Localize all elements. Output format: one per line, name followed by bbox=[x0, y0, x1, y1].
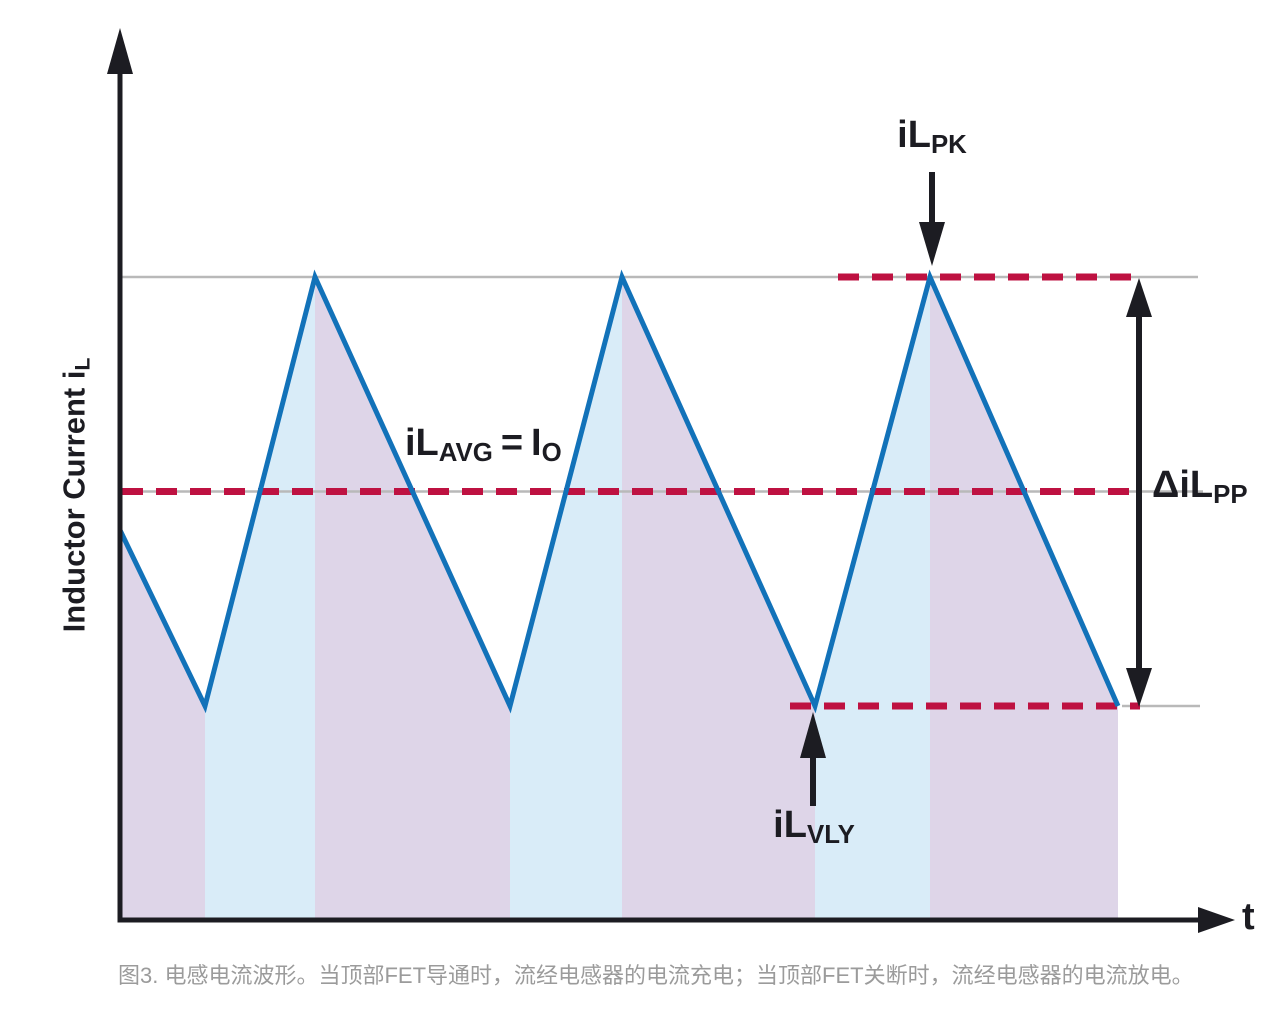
x-axis-arrowhead bbox=[1198, 907, 1235, 933]
peak-label-base: iL bbox=[897, 114, 931, 156]
fill-discharge-region bbox=[120, 530, 205, 920]
valley-pointer-arrowhead bbox=[800, 712, 826, 758]
fill-discharge-region bbox=[930, 277, 1118, 920]
figure-caption: 图3. 电感电流波形。当顶部FET导通时，流经电感器的电流充电；当顶部FET关断… bbox=[118, 963, 1194, 988]
ripple-arrowhead-up bbox=[1126, 278, 1152, 317]
x-axis-title: t bbox=[1242, 896, 1255, 938]
y-axis-title-text: Inductor Current i bbox=[56, 370, 92, 633]
valley-label-base: iL bbox=[773, 804, 807, 846]
valley-label-sub: VLY bbox=[806, 821, 855, 850]
ripple-label-base: ΔiL bbox=[1152, 464, 1214, 506]
ripple-pp-label: ΔiLPP bbox=[1152, 464, 1248, 508]
avg-label-base: iL bbox=[405, 422, 439, 464]
avg-label-sub: AVG bbox=[438, 439, 493, 468]
avg-label-equals: = bbox=[500, 422, 524, 464]
peak-label-sub: PK bbox=[930, 131, 967, 160]
peak-current-label: iLPK bbox=[897, 114, 967, 158]
avg-label-io-sub: O bbox=[541, 439, 562, 468]
y-axis-title: Inductor Current iL bbox=[56, 358, 95, 633]
y-axis-arrowhead bbox=[107, 28, 133, 74]
fill-charge-region bbox=[205, 277, 315, 920]
fill-discharge-region bbox=[622, 277, 815, 920]
fill-charge-region bbox=[815, 277, 930, 920]
y-axis-title-sub: L bbox=[71, 357, 95, 371]
ripple-arrowhead-down bbox=[1126, 668, 1152, 707]
ripple-label-sub: PP bbox=[1213, 481, 1248, 510]
fill-discharge-region bbox=[315, 277, 510, 920]
avg-label-io-base: I bbox=[531, 422, 542, 464]
inductor-current-waveform bbox=[117, 269, 1121, 714]
valley-current-label: iLVLY bbox=[773, 804, 855, 848]
fill-charge-region bbox=[510, 277, 622, 920]
peak-pointer-arrowhead bbox=[919, 222, 945, 266]
average-current-label: iLAVG = IO bbox=[405, 422, 562, 466]
